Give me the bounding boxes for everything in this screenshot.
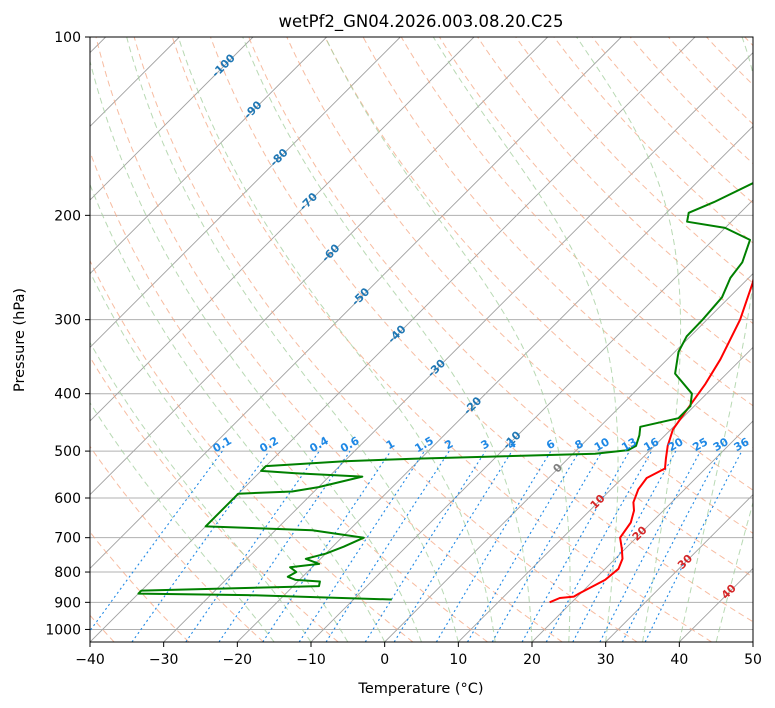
dry-adiabat-line: [90, 445, 264, 642]
dry-adiabat-line: [90, 259, 414, 642]
dry-adiabat-line: [133, 37, 638, 642]
mixing-ratio-line: [218, 450, 351, 642]
x-tick-label: 20: [523, 652, 541, 668]
isotherm-line: [384, 273, 753, 642]
y-tick-label: 700: [54, 531, 81, 547]
dry-adiabat-line: [95, 37, 563, 642]
x-tick-label: −20: [223, 652, 253, 668]
mixing-ratio-line: [545, 450, 653, 642]
x-tick-label: 30: [597, 652, 615, 668]
mixing-ratio-line: [572, 450, 677, 642]
isotherm-line: [90, 37, 548, 496]
y-tick-label: 500: [54, 444, 81, 460]
moist-adiabat-line: [90, 270, 349, 642]
moist-adiabat-line: [324, 37, 571, 642]
y-tick-label: 100: [54, 30, 81, 46]
moist-adiabat-line: [90, 183, 386, 642]
mixing-ratio-line: [131, 450, 270, 642]
x-tick-label: −30: [149, 652, 179, 668]
y-tick-label: 300: [54, 313, 81, 329]
y-tick-label: 900: [54, 595, 81, 611]
moist-adiabat-line: [90, 401, 275, 642]
isotherm-line: [531, 420, 753, 642]
dry-adiabat-line: [210, 37, 753, 623]
y-tick-label: 600: [54, 491, 81, 507]
mixing-ratio-line: [262, 450, 392, 642]
mixing-ratio-line: [521, 450, 630, 642]
y-tick-label: 1000: [45, 622, 81, 638]
isotherm-line: [458, 346, 753, 642]
x-tick-label: −10: [296, 652, 326, 668]
x-axis-title: Temperature (°C): [357, 681, 483, 697]
y-tick-label: 800: [54, 565, 81, 581]
chart-title: wetPf2_GN04.2026.003.08.20.C25: [279, 12, 564, 32]
x-tick-label: 10: [449, 652, 467, 668]
dewpoint-profile-line: [137, 181, 753, 601]
dry-adiabat-line: [400, 37, 753, 407]
x-tick-label: 40: [670, 652, 688, 668]
mixing-ratio-line: [435, 450, 552, 642]
dry-adiabat-line: [248, 37, 753, 578]
isotherm-line: [90, 37, 401, 348]
moist-adiabat-line: [576, 37, 682, 642]
dry-adiabat-line: [515, 37, 753, 284]
isotherm-line: [605, 494, 753, 642]
dry-adiabat-line: [362, 37, 753, 449]
mixing-ratio-line: [491, 450, 603, 642]
plot-frame: [89, 36, 754, 643]
dry-adiabat-line: [629, 37, 753, 165]
mixing-ratio-line: [393, 450, 513, 642]
dry-adiabat-line: [477, 37, 753, 325]
isotherm-line: [90, 37, 254, 201]
isotherm-line: [90, 37, 622, 569]
mixing-ratio-line: [644, 450, 743, 642]
y-axis-title: Pressure (hPa): [12, 288, 28, 392]
moist-adiabat-line: [177, 37, 496, 642]
moist-adiabat-line: [432, 37, 619, 642]
y-tick-label: 400: [54, 387, 81, 403]
x-tick-label: 50: [744, 652, 762, 668]
mixing-ratio-line: [298, 450, 425, 642]
moist-adiabat-line: [90, 59, 422, 642]
x-tick-label: −40: [75, 652, 105, 668]
mixing-ratio-line: [185, 450, 320, 642]
plot-area: [90, 37, 753, 642]
mixing-ratio-line: [599, 450, 701, 642]
mixing-ratio-line: [467, 450, 580, 642]
dry-adiabat-line: [324, 37, 753, 491]
moist-adiabat-line: [242, 37, 533, 642]
moist-adiabat-line: [678, 37, 753, 642]
isotherm-line: [90, 37, 475, 422]
dry-adiabat-line: [591, 37, 753, 204]
x-tick-label: 0: [380, 652, 389, 668]
y-tick-label: 200: [54, 208, 81, 224]
isotherm-line: [237, 125, 753, 642]
moist-adiabat-line: [126, 37, 459, 642]
moist-adiabat-line: [715, 500, 753, 642]
isotherm-line: [163, 52, 753, 642]
moist-adiabat-line: [90, 341, 312, 642]
axes: −40 −30 −20 −10 0 10 20 30 40 50 1000 900 800 700 600 5…: [45, 30, 762, 668]
isotherm-line: [90, 37, 696, 642]
isotherm-line: [90, 37, 327, 275]
mixing-ratio-line: [621, 450, 722, 642]
